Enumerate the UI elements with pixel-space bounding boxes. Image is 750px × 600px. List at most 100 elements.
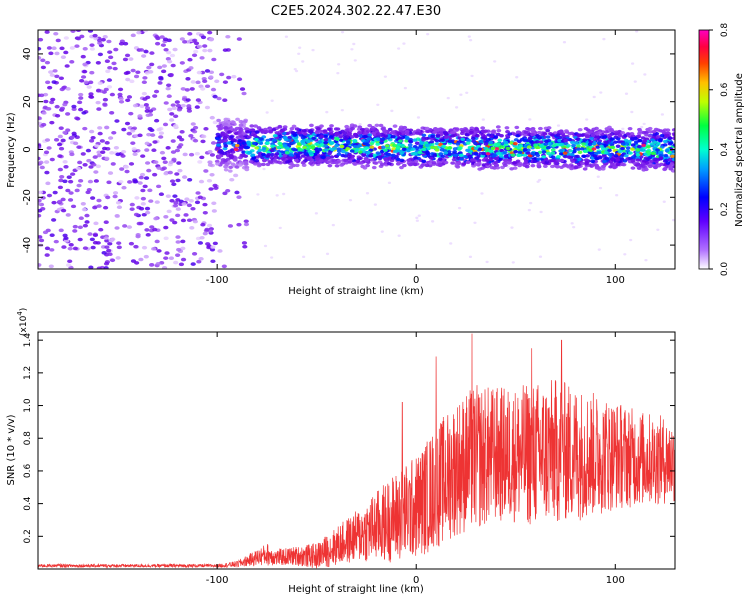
heat-cell: [113, 145, 119, 150]
y-tick-label: 0.6: [23, 464, 33, 479]
heat-cell: [137, 181, 143, 185]
heat-cell: [129, 79, 135, 84]
heat-cell: [188, 66, 194, 70]
heat-cell: [51, 200, 57, 205]
heat-cell: [78, 92, 84, 97]
heat-cell: [604, 130, 609, 134]
heat-cell: [150, 133, 156, 137]
heat-cell: [62, 102, 68, 107]
heat-cell: [253, 124, 258, 128]
heat-cell: [204, 105, 211, 110]
heat-cell: [294, 69, 299, 73]
heat-cell: [88, 95, 95, 99]
heat-cell: [350, 48, 354, 51]
heat-cell: [662, 143, 668, 147]
heat-cell: [243, 219, 249, 224]
heat-cell: [221, 264, 227, 269]
heat-cell: [207, 48, 213, 53]
heat-cell: [659, 133, 665, 138]
heat-cell: [48, 264, 54, 269]
heat-cell: [54, 74, 60, 79]
heat-cell: [502, 163, 508, 168]
heat-cell: [204, 227, 210, 232]
heat-cell: [270, 99, 274, 102]
heat-cell: [294, 163, 300, 168]
heat-cell: [643, 73, 647, 76]
heat-cell: [45, 181, 51, 186]
heat-cell: [468, 255, 473, 259]
heat-cell: [358, 133, 363, 138]
heat-cell: [196, 70, 202, 75]
heat-cell: [465, 91, 469, 94]
y-tick-label: 0.4: [23, 496, 33, 511]
heat-cell: [594, 126, 599, 131]
heat-cell: [122, 41, 129, 46]
heat-cell: [627, 126, 633, 131]
heat-cell: [215, 162, 220, 166]
heat-cell: [129, 202, 135, 207]
heat-cell: [537, 150, 543, 155]
heat-cell: [107, 252, 113, 257]
heat-cell: [625, 132, 631, 136]
heat-cell: [264, 129, 270, 134]
heat-cell: [180, 257, 187, 262]
heat-cell: [72, 229, 78, 233]
heat-cell: [151, 247, 157, 251]
heat-cell: [377, 155, 383, 159]
heat-cell: [86, 85, 92, 89]
heat-cell: [92, 33, 98, 38]
heat-cell: [70, 30, 76, 33]
heat-cell: [115, 152, 121, 157]
colorbar-ticks: 0.0 0.2 0.4 0.6 0.8: [709, 23, 730, 276]
heat-cell: [222, 136, 228, 140]
heat-cell: [43, 150, 50, 155]
heat-cell: [523, 130, 529, 134]
heat-cell: [59, 46, 65, 51]
heat-cell: [133, 244, 139, 249]
heat-cell: [115, 200, 122, 205]
heat-cell: [582, 138, 588, 142]
heat-cell: [72, 224, 78, 229]
heat-cell: [169, 53, 176, 58]
heat-cell: [262, 167, 266, 171]
heat-cell: [141, 245, 148, 250]
heat-cell: [188, 134, 194, 138]
heat-cell: [334, 143, 339, 148]
heat-cell: [143, 49, 149, 54]
heat-cell: [130, 33, 136, 38]
heat-cell: [473, 152, 479, 156]
heat-cell: [159, 150, 166, 155]
heat-cell: [254, 159, 260, 163]
heat-cell: [349, 135, 355, 139]
heat-cell: [367, 133, 373, 137]
heat-cell: [138, 257, 144, 262]
heat-cell: [38, 145, 42, 150]
heat-cell: [522, 139, 528, 143]
heat-cell: [147, 188, 153, 193]
heat-cell: [580, 161, 585, 166]
heat-cell: [223, 122, 229, 126]
heat-cell: [421, 138, 426, 142]
heat-cell: [104, 125, 110, 130]
heat-cell: [261, 146, 267, 151]
heat-cell: [222, 80, 229, 84]
heat-cell: [176, 145, 182, 149]
snr-y-axis-label: SNR (10 * v/v): [6, 414, 17, 485]
heat-cell: [663, 153, 669, 158]
heat-cell: [110, 237, 116, 242]
heat-cell: [607, 148, 612, 153]
heat-cell: [125, 98, 131, 103]
heat-cell: [573, 165, 579, 170]
heat-cell: [114, 226, 120, 230]
heat-cell: [551, 144, 557, 148]
heat-cell: [450, 161, 456, 165]
heat-cell: [51, 80, 57, 84]
heat-cell: [617, 134, 623, 138]
heat-cell: [169, 112, 175, 116]
heat-cell: [595, 134, 600, 139]
heat-cell: [241, 241, 248, 245]
heat-cell: [39, 165, 45, 170]
heat-cell: [469, 158, 475, 162]
heat-cell: [100, 150, 106, 155]
heat-cell: [42, 230, 49, 235]
